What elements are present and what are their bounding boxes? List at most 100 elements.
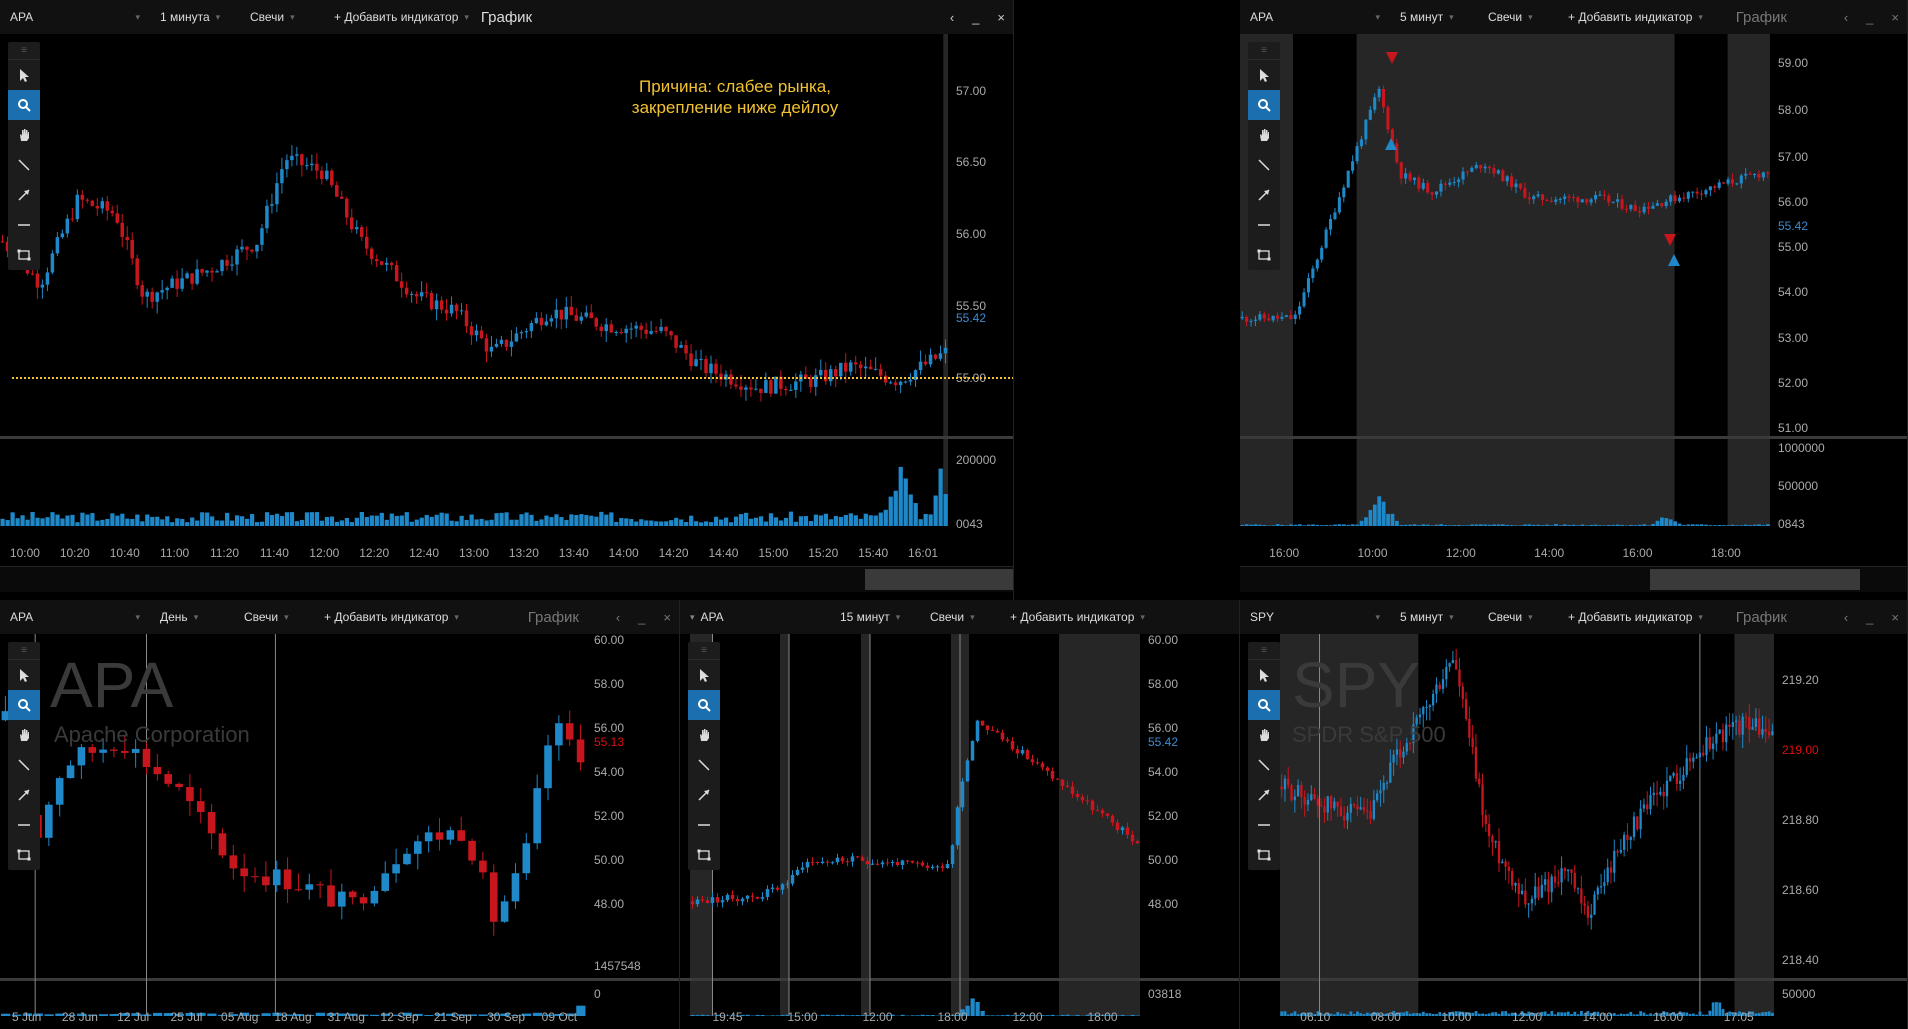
candle-body: [1543, 879, 1547, 885]
ticker-selector[interactable]: ▾ APA: [680, 600, 830, 634]
collapse-icon[interactable]: ‹: [1843, 609, 1849, 625]
horizontal-line-icon[interactable]: [688, 810, 720, 840]
candle-body: [1386, 107, 1390, 130]
hand-icon[interactable]: [688, 720, 720, 750]
hand-icon[interactable]: [8, 720, 40, 750]
chart-type-selector[interactable]: Свечи ▾: [240, 0, 324, 34]
candlestick-chart[interactable]: 59.00 58.00 57.00 56.00 55.42 55.00 54.00 53.00…: [1240, 34, 1908, 566]
time-navigator[interactable]: [1240, 566, 1907, 592]
chart-type-selector[interactable]: Свечи ▾: [234, 600, 314, 634]
minimize-icon[interactable]: _: [638, 609, 646, 625]
arrow-line-icon[interactable]: [1248, 180, 1280, 210]
candle-body: [1135, 841, 1140, 844]
ticker-selector[interactable]: APA ▾: [0, 600, 150, 634]
volume-bar: [1682, 525, 1686, 526]
line-icon[interactable]: [8, 750, 40, 780]
hand-icon[interactable]: [1248, 720, 1280, 750]
line-icon[interactable]: [1248, 150, 1280, 180]
interval-selector[interactable]: День ▾: [150, 600, 234, 634]
collapse-icon[interactable]: ‹: [615, 609, 621, 625]
interval-selector[interactable]: 5 минут ▾: [1390, 0, 1478, 34]
arrow-cursor-icon[interactable]: [1248, 60, 1280, 90]
volume-bar: [1496, 524, 1501, 526]
volume-bar: [1665, 1012, 1669, 1016]
hand-icon[interactable]: [1248, 120, 1280, 150]
rectangle-icon[interactable]: [1248, 240, 1280, 270]
hand-icon[interactable]: [8, 120, 40, 150]
arrow-cursor-icon[interactable]: [8, 660, 40, 690]
candle-body: [1283, 778, 1287, 790]
palette-grip[interactable]: ≡: [688, 642, 720, 660]
volume-bar: [435, 1013, 445, 1016]
chart-type-selector[interactable]: Свечи ▾: [1478, 600, 1558, 634]
close-icon[interactable]: ×: [1891, 609, 1899, 625]
close-icon[interactable]: ×: [997, 9, 1005, 25]
arrow-line-icon[interactable]: [8, 780, 40, 810]
candle-body: [843, 362, 848, 372]
palette-grip[interactable]: ≡: [8, 42, 40, 60]
time-navigator[interactable]: [0, 566, 1013, 592]
candlestick-chart[interactable]: 219.20 219.00 218.80 218.60 218.40 50000 06:10…: [1240, 634, 1908, 1029]
ticker-selector[interactable]: APA ▾: [0, 0, 150, 34]
minimize-icon[interactable]: _: [1866, 9, 1874, 25]
collapse-icon[interactable]: ‹: [949, 9, 955, 25]
close-icon[interactable]: ×: [663, 609, 671, 625]
chart-type-selector[interactable]: Свечи ▾: [920, 600, 1000, 634]
candle-body: [325, 170, 329, 180]
line-icon[interactable]: [688, 750, 720, 780]
interval-selector[interactable]: 15 минут ▾: [830, 600, 920, 634]
candle-body: [1262, 314, 1266, 319]
interval-selector[interactable]: 1 минута ▾: [150, 0, 240, 34]
zoom-icon[interactable]: [8, 90, 40, 120]
close-icon[interactable]: ×: [1891, 9, 1899, 25]
minimize-icon[interactable]: _: [1866, 609, 1874, 625]
add-indicator-button[interactable]: + Добавить индикатор ▾: [1558, 600, 1713, 634]
arrow-line-icon[interactable]: [688, 780, 720, 810]
volume-bar: [0, 518, 5, 526]
zoom-icon[interactable]: [1248, 690, 1280, 720]
palette-grip[interactable]: ≡: [8, 642, 40, 660]
add-indicator-button[interactable]: + Добавить индикатор ▾: [1558, 0, 1713, 34]
ticker-selector[interactable]: SPY ▾: [1240, 600, 1390, 634]
volume-bar: [664, 521, 669, 526]
navigator-window[interactable]: [1650, 569, 1860, 590]
candle-body: [868, 366, 873, 370]
zoom-icon[interactable]: [8, 690, 40, 720]
x-axis-label: 18:00: [937, 1010, 967, 1024]
x-axis-label: 15:20: [808, 546, 838, 560]
arrow-line-icon[interactable]: [1248, 780, 1280, 810]
horizontal-line-icon[interactable]: [1248, 210, 1280, 240]
palette-grip[interactable]: ≡: [1248, 642, 1280, 660]
horizontal-line-icon[interactable]: [8, 210, 40, 240]
horizontal-line-icon[interactable]: [1248, 810, 1280, 840]
zoom-icon[interactable]: [1248, 90, 1280, 120]
rectangle-icon[interactable]: [8, 240, 40, 270]
line-icon[interactable]: [8, 150, 40, 180]
collapse-icon[interactable]: ‹: [1843, 9, 1849, 25]
arrow-cursor-icon[interactable]: [1248, 660, 1280, 690]
arrow-line-icon[interactable]: [8, 180, 40, 210]
candle-body: [860, 857, 865, 861]
arrow-cursor-icon[interactable]: [8, 60, 40, 90]
rectangle-icon[interactable]: [1248, 840, 1280, 870]
rectangle-icon[interactable]: [8, 840, 40, 870]
candle-body: [639, 325, 643, 330]
arrow-cursor-icon[interactable]: [688, 660, 720, 690]
add-indicator-button[interactable]: + Добавить индикатор ▾: [324, 0, 479, 34]
line-icon[interactable]: [1248, 750, 1280, 780]
horizontal-line-icon[interactable]: [8, 810, 40, 840]
ticker-selector[interactable]: APA ▾: [1240, 0, 1390, 34]
rectangle-icon[interactable]: [688, 840, 720, 870]
chart-type-selector[interactable]: Свечи ▾: [1478, 0, 1558, 34]
minimize-icon[interactable]: _: [972, 9, 980, 25]
add-indicator-button[interactable]: + Добавить индикатор ▾: [1000, 600, 1155, 634]
add-indicator-button[interactable]: + Добавить индикатор ▾: [314, 600, 469, 634]
zoom-icon[interactable]: [688, 690, 720, 720]
interval-selector[interactable]: 5 минут ▾: [1390, 600, 1478, 634]
navigator-window[interactable]: [865, 569, 1013, 590]
candle-body: [1665, 780, 1669, 797]
palette-grip[interactable]: ≡: [1248, 42, 1280, 60]
